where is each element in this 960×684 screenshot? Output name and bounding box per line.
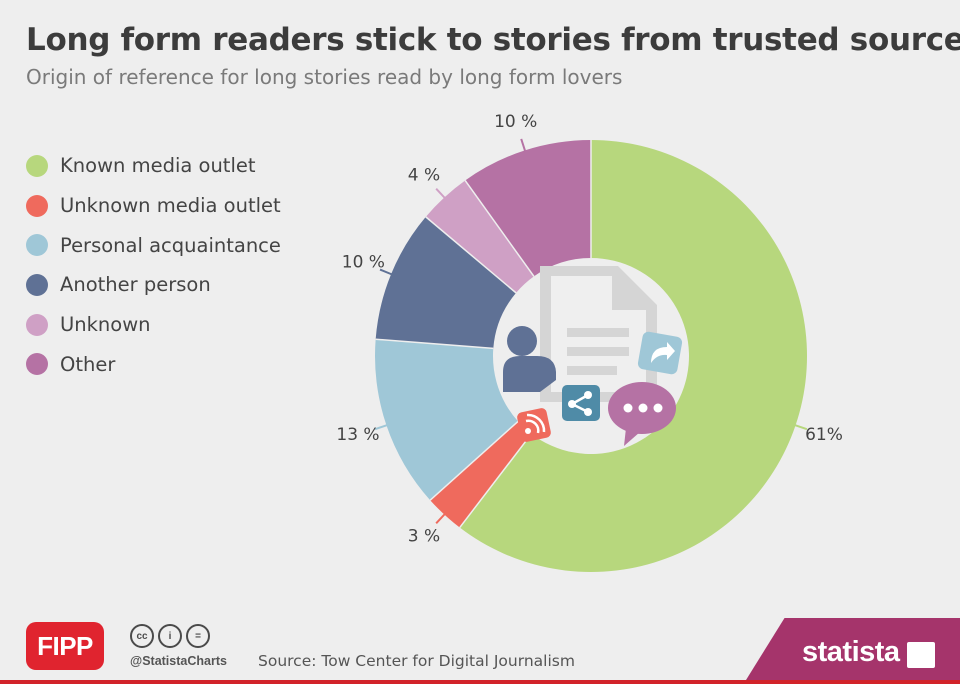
fipp-logo: FIPP — [26, 622, 104, 670]
slice-separator — [375, 338, 494, 350]
leader-line — [379, 268, 396, 277]
donut-slice — [465, 140, 591, 277]
data-label: 4 % — [408, 165, 440, 185]
legend-item: Another person — [26, 265, 281, 305]
legend-swatch — [26, 154, 48, 177]
legend-label: Known media outlet — [60, 154, 256, 178]
license-icons: cc i = — [130, 624, 210, 648]
label-leader-lines — [374, 138, 808, 525]
person-icon — [503, 326, 556, 392]
legend-swatch — [26, 234, 48, 257]
data-label: 13 % — [336, 425, 379, 445]
donut-slice — [375, 339, 519, 501]
leader-line — [435, 187, 448, 202]
data-labels: 61% 3 % 13 % 10 % 4 % 10 % — [336, 112, 842, 547]
donut-slice — [375, 216, 517, 349]
legend-label: Another person — [60, 273, 211, 297]
no-derivatives-icon: = — [186, 624, 210, 648]
donut-slices — [375, 140, 807, 572]
donut-slice — [430, 421, 532, 528]
leader-line — [791, 423, 808, 431]
leader-line — [374, 423, 391, 431]
footer-stripe — [0, 680, 960, 684]
forward-arrow-icon — [637, 331, 683, 375]
chart-subtitle: Origin of reference for long stories rea… — [26, 65, 623, 89]
legend-label: Other — [60, 352, 116, 376]
share-icon — [562, 385, 600, 421]
statista-handle: @StatistaCharts — [130, 654, 227, 668]
data-label: 61% — [805, 425, 843, 445]
slice-separator — [464, 180, 535, 277]
legend-swatch — [26, 353, 48, 376]
data-label: 3 % — [408, 527, 440, 547]
legend-item: Other — [26, 344, 281, 384]
slice-separator — [425, 216, 517, 294]
legend-item: Personal acquaintance — [26, 225, 281, 265]
statista-mark-icon — [907, 642, 935, 668]
speech-bubble-icon — [608, 382, 676, 446]
legend-item: Unknown media outlet — [26, 186, 281, 226]
legend: Known media outlet Unknown media outlet … — [26, 146, 281, 384]
legend-item: Known media outlet — [26, 146, 281, 186]
statista-logo: statista — [802, 636, 900, 668]
donut-slice — [459, 140, 807, 572]
chart-title: Long form readers stick to stories from … — [26, 22, 960, 58]
legend-swatch — [26, 194, 48, 217]
legend-label: Unknown — [60, 313, 151, 337]
data-label: 10 % — [342, 253, 385, 273]
source-note: Source: Tow Center for Digital Journalis… — [258, 652, 575, 670]
donut-slice — [425, 180, 534, 293]
legend-label: Personal acquaintance — [60, 233, 281, 257]
document-icon — [540, 266, 657, 402]
attribution-icon: i — [158, 624, 182, 648]
legend-label: Unknown media outlet — [60, 194, 281, 218]
leader-line — [520, 138, 528, 155]
slice-separator — [429, 420, 519, 501]
slice-separator — [459, 433, 533, 528]
leader-line — [435, 510, 448, 525]
data-label: 10 % — [494, 112, 537, 132]
cc-icon: cc — [130, 624, 154, 648]
center-illustration — [503, 266, 683, 446]
rss-icon — [517, 408, 551, 442]
legend-swatch — [26, 313, 48, 336]
legend-swatch — [26, 273, 48, 296]
legend-item: Unknown — [26, 305, 281, 345]
